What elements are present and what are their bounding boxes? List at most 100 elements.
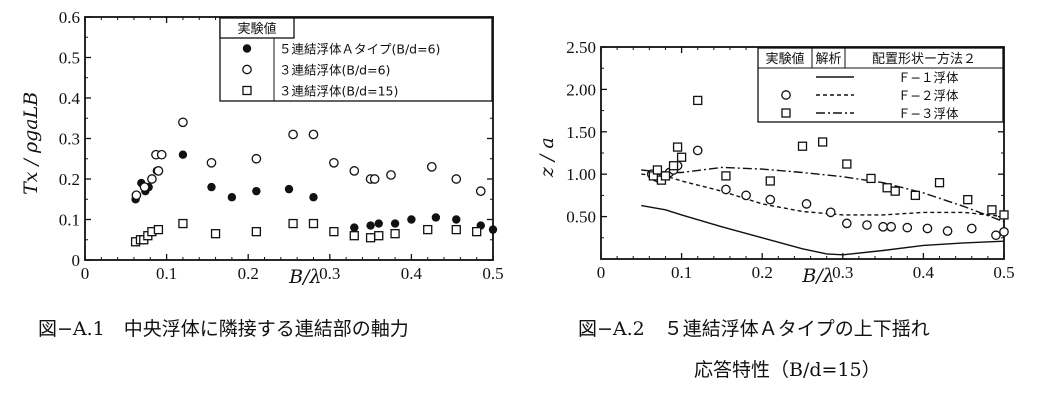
- data-point-open-circle: [692, 145, 703, 156]
- x-tick-label: 0.3: [319, 264, 340, 283]
- legend-header: 配置形状ー方法２: [872, 51, 976, 67]
- caption-figure-a1: 図−A.1 中央浮体に隣接する連結部の軸力: [38, 318, 409, 340]
- data-point-open-square: [451, 224, 461, 235]
- x-tick-label: 0: [81, 264, 90, 283]
- data-point-open-circle: [741, 190, 751, 201]
- y-tick-label: 0.3: [59, 130, 80, 149]
- data-point-open-square: [934, 178, 945, 188]
- data-point-filled-circle: [366, 221, 375, 230]
- x-tick-label: 0.4: [913, 263, 935, 282]
- legend-marker-open-circle: [242, 64, 252, 75]
- data-point-filled-circle: [284, 184, 294, 194]
- data-point-filled-circle: [452, 215, 461, 224]
- y-tick-label: 0.6: [59, 8, 80, 27]
- caption-figure-a2-line1: 図−A.2 ５連結浮体Ａタイプの上下揺れ: [578, 318, 930, 340]
- data-point-open-square: [153, 224, 164, 235]
- data-point-open-circle: [886, 221, 897, 232]
- data-point-open-square: [365, 233, 376, 243]
- x-axis-label: B/λ: [288, 266, 321, 288]
- data-point-open-circle: [386, 170, 396, 180]
- data-point-open-square: [818, 137, 828, 147]
- series-line-dashed: [641, 173, 1005, 218]
- data-point-open-square: [390, 229, 400, 239]
- legend-marker-open-square: [242, 85, 252, 96]
- chart-heave-response: 0 0.1 0.2 0.3 0.4 0.5 0.50 1.00 1.50 2.00 2.50 B/λ z…: [536, 38, 1015, 287]
- data-point-open-circle: [942, 226, 953, 236]
- data-point-open-circle: [369, 174, 380, 184]
- data-point-open-circle: [825, 207, 836, 218]
- data-point-open-square: [987, 205, 997, 215]
- data-point-open-square: [882, 183, 892, 193]
- y-tick-label: 0.1: [59, 211, 80, 230]
- data-point-open-circle: [308, 129, 319, 140]
- data-point-open-square: [660, 171, 671, 181]
- x-tick-label: 0.2: [238, 264, 259, 283]
- legend-title-box: [219, 17, 295, 39]
- y-axis-label: Tx / ρgaLB: [20, 92, 42, 195]
- data-point-filled-circle: [374, 219, 383, 228]
- y-tick-label: 0.2: [59, 170, 80, 189]
- data-point-open-circle: [288, 129, 298, 140]
- legend-label: Ｆ−２浮体: [898, 88, 959, 103]
- legend-header: 実験値: [765, 51, 804, 67]
- data-point-open-circle: [991, 230, 1001, 241]
- y-tick-label: 2.50: [566, 38, 596, 57]
- data-point-open-square: [910, 190, 920, 201]
- data-point-open-circle: [139, 182, 150, 192]
- data-point-open-circle: [878, 221, 888, 232]
- series-line-solid: [641, 204, 1005, 256]
- y-tick-label: 0.5: [59, 49, 80, 68]
- data-point-filled-circle: [227, 193, 237, 202]
- caption-figure-a2-line2: 応答特性（B/d=15）: [694, 359, 881, 381]
- data-point-open-circle: [153, 166, 164, 176]
- data-point-open-square: [672, 142, 683, 152]
- data-point-open-square: [251, 226, 262, 237]
- legend-label: ５連結浮体Ａタイプ(B/d=6): [279, 42, 440, 57]
- data-point-filled-circle: [350, 223, 359, 232]
- data-point-filled-circle: [178, 150, 188, 159]
- data-point-open-circle: [765, 194, 776, 205]
- legend-label: Ｆ−１浮体: [898, 70, 959, 85]
- data-point-open-square: [890, 186, 900, 196]
- data-point-open-circle: [251, 153, 262, 164]
- legend-title: 実験値: [237, 21, 276, 37]
- data-point-open-circle: [426, 162, 437, 172]
- legend-label: Ｆ−３浮体: [898, 106, 959, 121]
- data-point-open-circle: [841, 218, 852, 229]
- x-tick-label: 0.1: [671, 263, 692, 282]
- data-point-filled-circle: [407, 215, 416, 224]
- data-point-open-square: [842, 159, 852, 169]
- x-axis-label: B/λ: [801, 265, 834, 287]
- data-point-open-square: [721, 171, 731, 181]
- y-tick-label: 1.50: [566, 123, 596, 142]
- data-point-filled-circle: [390, 219, 400, 228]
- data-point-open-circle: [999, 227, 1009, 237]
- data-point-open-square: [472, 226, 482, 237]
- series-line-dashdot: [641, 166, 1005, 223]
- data-point-filled-circle: [252, 186, 261, 196]
- y-tick-label: 1.00: [566, 165, 596, 184]
- data-point-open-square: [423, 224, 433, 235]
- data-point-open-circle: [206, 157, 217, 168]
- data-point-open-square: [999, 210, 1009, 220]
- x-tick-label: 0.1: [156, 264, 177, 283]
- data-point-filled-circle: [309, 193, 318, 202]
- x-tick-label: 0.5: [482, 264, 503, 283]
- data-point-open-circle: [475, 186, 486, 196]
- legend-marker-filled-circle: [242, 44, 252, 53]
- data-point-open-square: [210, 229, 221, 239]
- data-point-open-circle: [329, 157, 339, 168]
- legend-marker-open-circle: [781, 90, 791, 100]
- x-tick-label: 0.5: [993, 263, 1014, 282]
- data-point-open-circle: [721, 184, 731, 195]
- legend-label: ３連結浮体(B/d=6): [279, 63, 390, 78]
- data-point-open-square: [668, 161, 679, 171]
- x-tick-label: 0: [597, 263, 606, 282]
- data-point-open-circle: [349, 166, 360, 176]
- data-point-open-circle: [131, 190, 142, 201]
- y-tick-label: 2.00: [566, 80, 596, 99]
- data-point-open-square: [652, 165, 663, 175]
- y-tick-label: 0.4: [59, 89, 81, 108]
- data-point-open-circle: [801, 199, 812, 209]
